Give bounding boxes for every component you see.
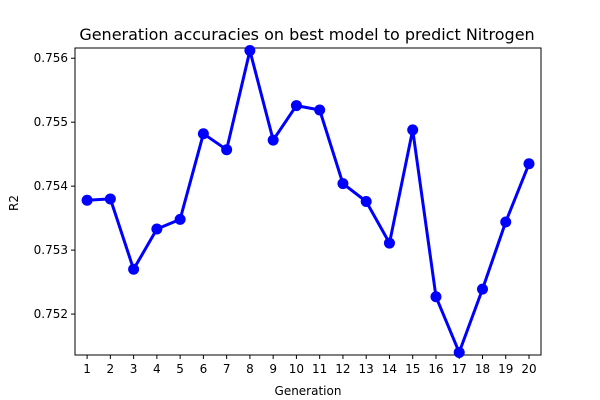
y-axis-label: R2 [7, 195, 21, 211]
series-line [87, 49, 531, 354]
data-point [430, 291, 442, 303]
x-tick-label: 13 [359, 362, 374, 376]
x-tick-label: 5 [176, 362, 184, 376]
data-point [523, 158, 535, 170]
data-point [337, 178, 349, 190]
y-tick-label: 0.756 [34, 51, 68, 65]
x-tick-label: 9 [269, 362, 277, 376]
data-point [128, 263, 140, 275]
x-tick-label: 7 [223, 362, 231, 376]
x-axis: 1 2 3 4 5 6 7 8 9 10 11 12 13 14 15 16 17 18 19 20 [83, 355, 537, 376]
data-point [314, 104, 326, 116]
x-axis-label: Generation [275, 384, 342, 398]
x-tick-label: 16 [428, 362, 443, 376]
y-tick-label: 0.755 [34, 115, 68, 129]
data-point [221, 144, 233, 156]
x-tick-label: 14 [382, 362, 397, 376]
data-point [290, 100, 302, 112]
x-tick-label: 12 [335, 362, 350, 376]
data-point [383, 237, 395, 249]
x-tick-label: 3 [130, 362, 138, 376]
x-tick-label: 10 [289, 362, 304, 376]
data-point [174, 213, 186, 225]
x-tick-label: 20 [521, 362, 536, 376]
data-point [453, 346, 465, 358]
plot-area-frame [74, 47, 542, 356]
x-tick-label: 8 [246, 362, 254, 376]
chart-title: Generation accuracies on best model to p… [79, 25, 534, 44]
y-tick-label: 0.753 [34, 243, 68, 257]
x-tick-label: 2 [107, 362, 115, 376]
data-point [81, 194, 93, 206]
x-tick-label: 4 [153, 362, 161, 376]
data-point [267, 134, 279, 146]
x-tick-label: 18 [475, 362, 490, 376]
data-points [81, 45, 535, 358]
y-tick-label: 0.754 [34, 179, 68, 193]
x-tick-label: 19 [498, 362, 513, 376]
x-tick-label: 17 [452, 362, 467, 376]
data-point [476, 283, 488, 295]
data-point [197, 128, 209, 140]
x-tick-label: 11 [312, 362, 327, 376]
data-point [151, 223, 163, 235]
data-point [407, 124, 419, 136]
y-axis: 0.752 0.753 0.754 0.755 0.756 [34, 51, 75, 321]
x-tick-label: 1 [83, 362, 91, 376]
data-point [104, 193, 116, 205]
x-tick-label: 15 [405, 362, 420, 376]
data-point [500, 216, 512, 228]
data-point [360, 196, 372, 207]
x-tick-label: 6 [200, 362, 208, 376]
y-tick-label: 0.752 [34, 307, 68, 321]
data-point [244, 45, 256, 57]
